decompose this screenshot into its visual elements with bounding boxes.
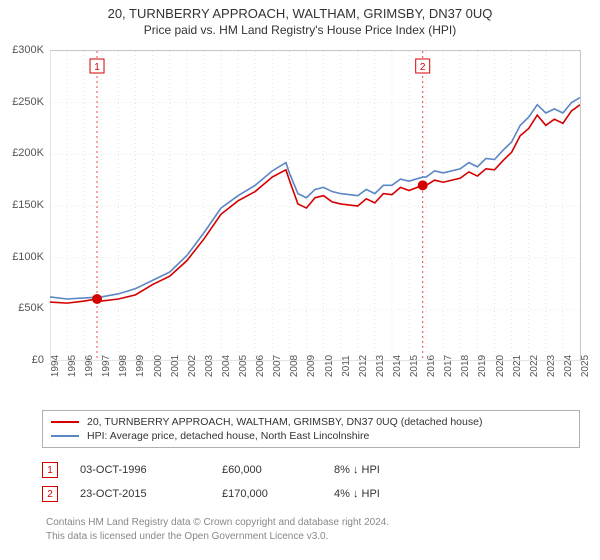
x-tick-label: 2025 [580,355,591,377]
transaction-table: 1 03-OCT-1996 £60,000 8% ↓ HPI 2 23-OCT-2015 £… [42,458,562,506]
x-tick-label: 2012 [358,355,369,377]
attribution: Contains HM Land Registry data © Crown c… [46,516,389,543]
legend-item: HPI: Average price, detached house, Nort… [51,429,571,443]
x-tick-label: 2011 [341,355,352,377]
x-tick-label: 2000 [153,355,164,377]
transaction-marker: 1 [42,462,58,478]
x-tick-label: 2015 [409,355,420,377]
y-tick-label: £100K [12,251,44,263]
transaction-date: 23-OCT-2015 [80,488,200,500]
x-tick-label: 2016 [426,355,437,377]
legend-swatch [51,421,79,423]
y-tick-label: £300K [12,44,44,56]
legend-item: 20, TURNBERRY APPROACH, WALTHAM, GRIMSBY… [51,415,571,429]
x-tick-label: 2018 [460,355,471,377]
svg-text:1: 1 [94,62,100,73]
x-axis-labels: 1994199519961997199819992000200120022003… [50,362,580,412]
x-tick-label: 2008 [289,355,300,377]
x-tick-label: 2010 [324,355,335,377]
attribution-line-2: This data is licensed under the Open Gov… [46,530,389,544]
x-tick-label: 1997 [101,355,112,377]
y-tick-label: £50K [18,302,44,314]
x-tick-label: 2022 [529,355,540,377]
x-tick-label: 2006 [255,355,266,377]
x-tick-label: 2013 [375,355,386,377]
transaction-price: £60,000 [222,464,312,476]
x-tick-label: 1999 [135,355,146,377]
svg-text:2: 2 [420,62,426,73]
legend: 20, TURNBERRY APPROACH, WALTHAM, GRIMSBY… [42,410,580,448]
chart-title: 20, TURNBERRY APPROACH, WALTHAM, GRIMSBY… [0,6,600,21]
x-tick-label: 1998 [118,355,129,377]
transaction-delta: 4% ↓ HPI [334,488,380,500]
x-tick-label: 2002 [187,355,198,377]
x-tick-label: 2009 [306,355,317,377]
transaction-date: 03-OCT-1996 [80,464,200,476]
y-tick-label: £150K [12,199,44,211]
y-axis-labels: £0£50K£100K£150K£200K£250K£300K [0,50,48,360]
x-tick-label: 2003 [204,355,215,377]
attribution-line-1: Contains HM Land Registry data © Crown c… [46,516,389,530]
chart-svg: 12 [50,51,580,361]
transaction-row: 1 03-OCT-1996 £60,000 8% ↓ HPI [42,458,562,482]
x-tick-label: 1996 [84,355,95,377]
transaction-marker: 2 [42,486,58,502]
x-tick-label: 2023 [546,355,557,377]
x-tick-label: 1995 [67,355,78,377]
transaction-delta: 8% ↓ HPI [334,464,380,476]
legend-label: HPI: Average price, detached house, Nort… [87,430,369,442]
y-tick-label: £250K [12,96,44,108]
y-tick-label: £200K [12,147,44,159]
x-tick-label: 1994 [50,355,61,377]
x-tick-label: 2024 [563,355,574,377]
x-tick-label: 2017 [443,355,454,377]
chart-subtitle: Price paid vs. HM Land Registry's House … [0,23,600,37]
transaction-price: £170,000 [222,488,312,500]
y-tick-label: £0 [32,354,44,366]
transaction-row: 2 23-OCT-2015 £170,000 4% ↓ HPI [42,482,562,506]
x-tick-label: 2007 [272,355,283,377]
x-tick-label: 2004 [221,355,232,377]
legend-label: 20, TURNBERRY APPROACH, WALTHAM, GRIMSBY… [87,416,482,428]
x-tick-label: 2019 [477,355,488,377]
chart-plot-area: 12 [50,50,581,361]
x-tick-label: 2005 [238,355,249,377]
x-tick-label: 2020 [495,355,506,377]
legend-swatch [51,435,79,437]
x-tick-label: 2001 [170,355,181,377]
x-tick-label: 2021 [512,355,523,377]
x-tick-label: 2014 [392,355,403,377]
